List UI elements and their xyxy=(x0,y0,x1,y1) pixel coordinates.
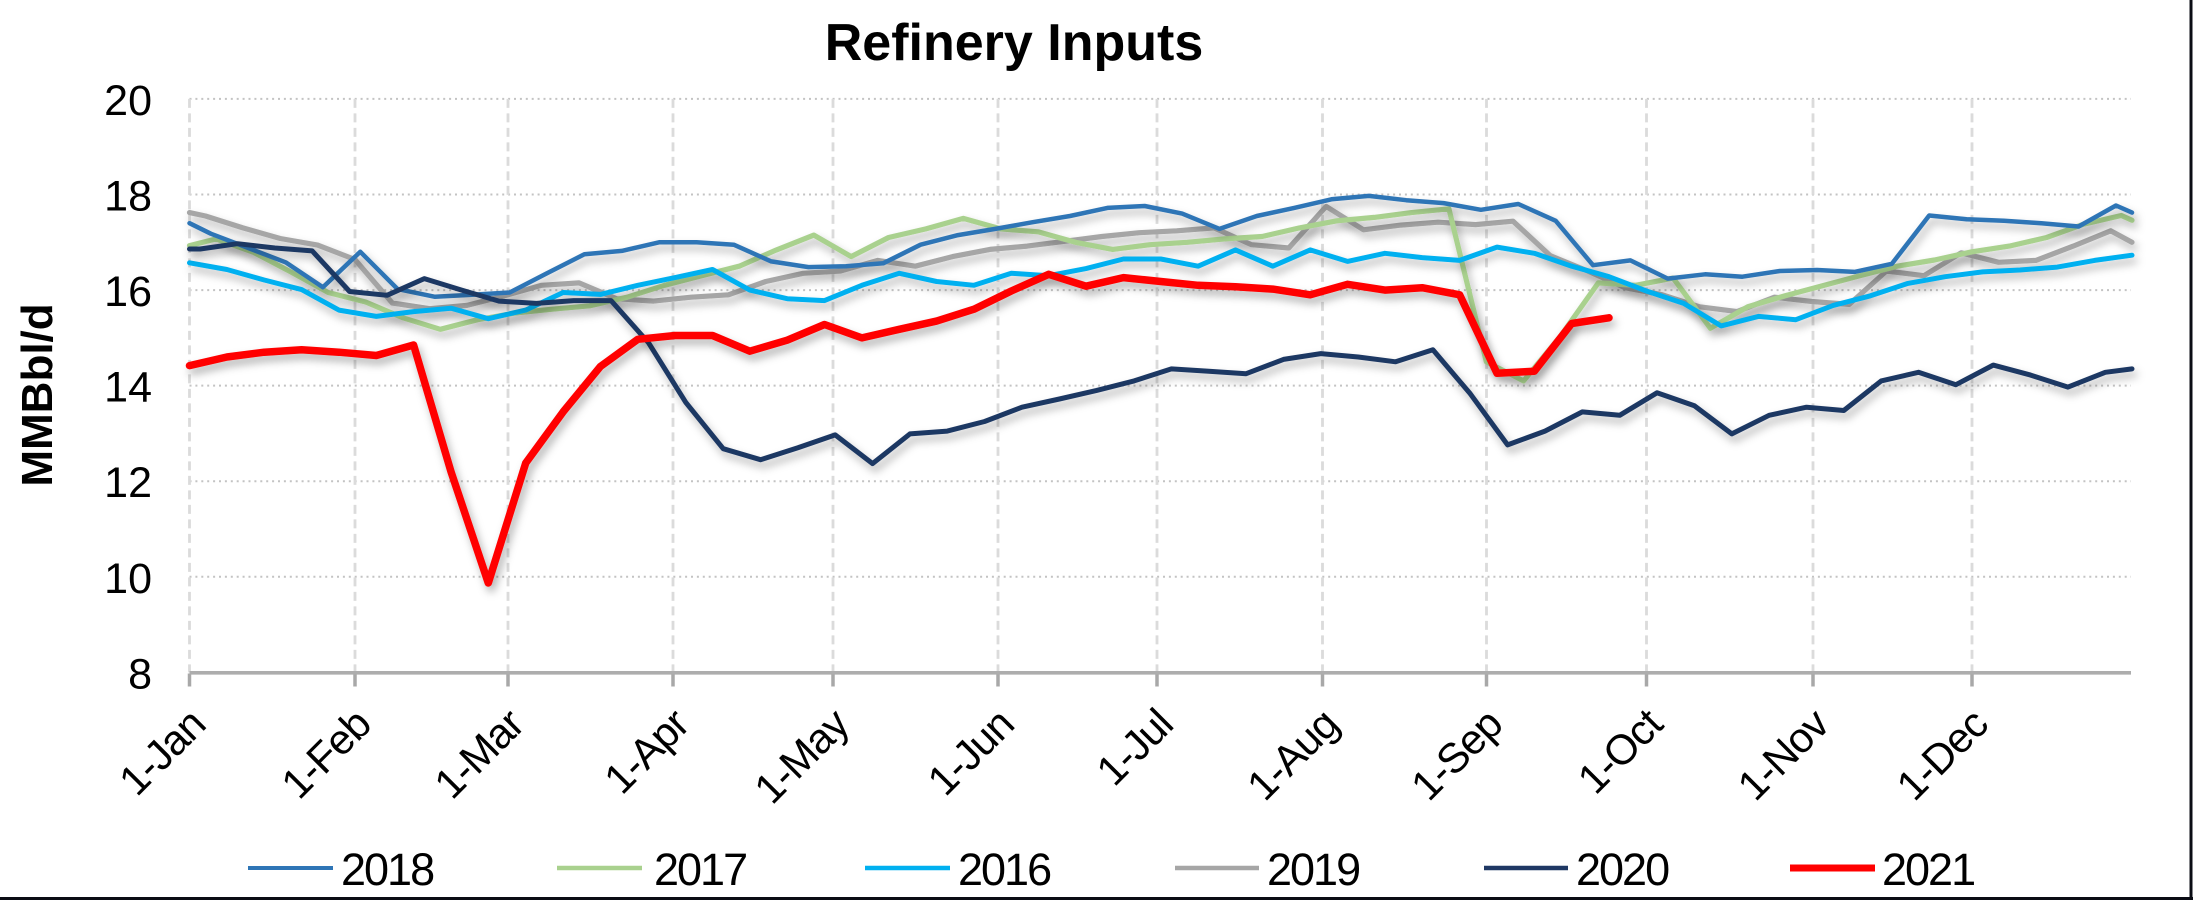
svg-text:16: 16 xyxy=(104,268,152,316)
svg-text:2019: 2019 xyxy=(1267,844,1359,895)
svg-text:2018: 2018 xyxy=(341,844,434,895)
svg-text:18: 18 xyxy=(104,173,152,221)
svg-text:8: 8 xyxy=(128,650,152,698)
svg-text:2017: 2017 xyxy=(654,844,746,895)
svg-text:MMBbl/d: MMBbl/d xyxy=(13,303,62,486)
svg-text:20: 20 xyxy=(104,77,152,125)
svg-text:14: 14 xyxy=(104,364,152,412)
svg-text:10: 10 xyxy=(104,555,152,603)
svg-text:2021: 2021 xyxy=(1882,844,1974,895)
svg-text:2016: 2016 xyxy=(958,844,1051,895)
svg-text:2020: 2020 xyxy=(1576,844,1669,895)
svg-text:Refinery Inputs: Refinery Inputs xyxy=(825,14,1204,72)
svg-text:12: 12 xyxy=(104,459,152,507)
